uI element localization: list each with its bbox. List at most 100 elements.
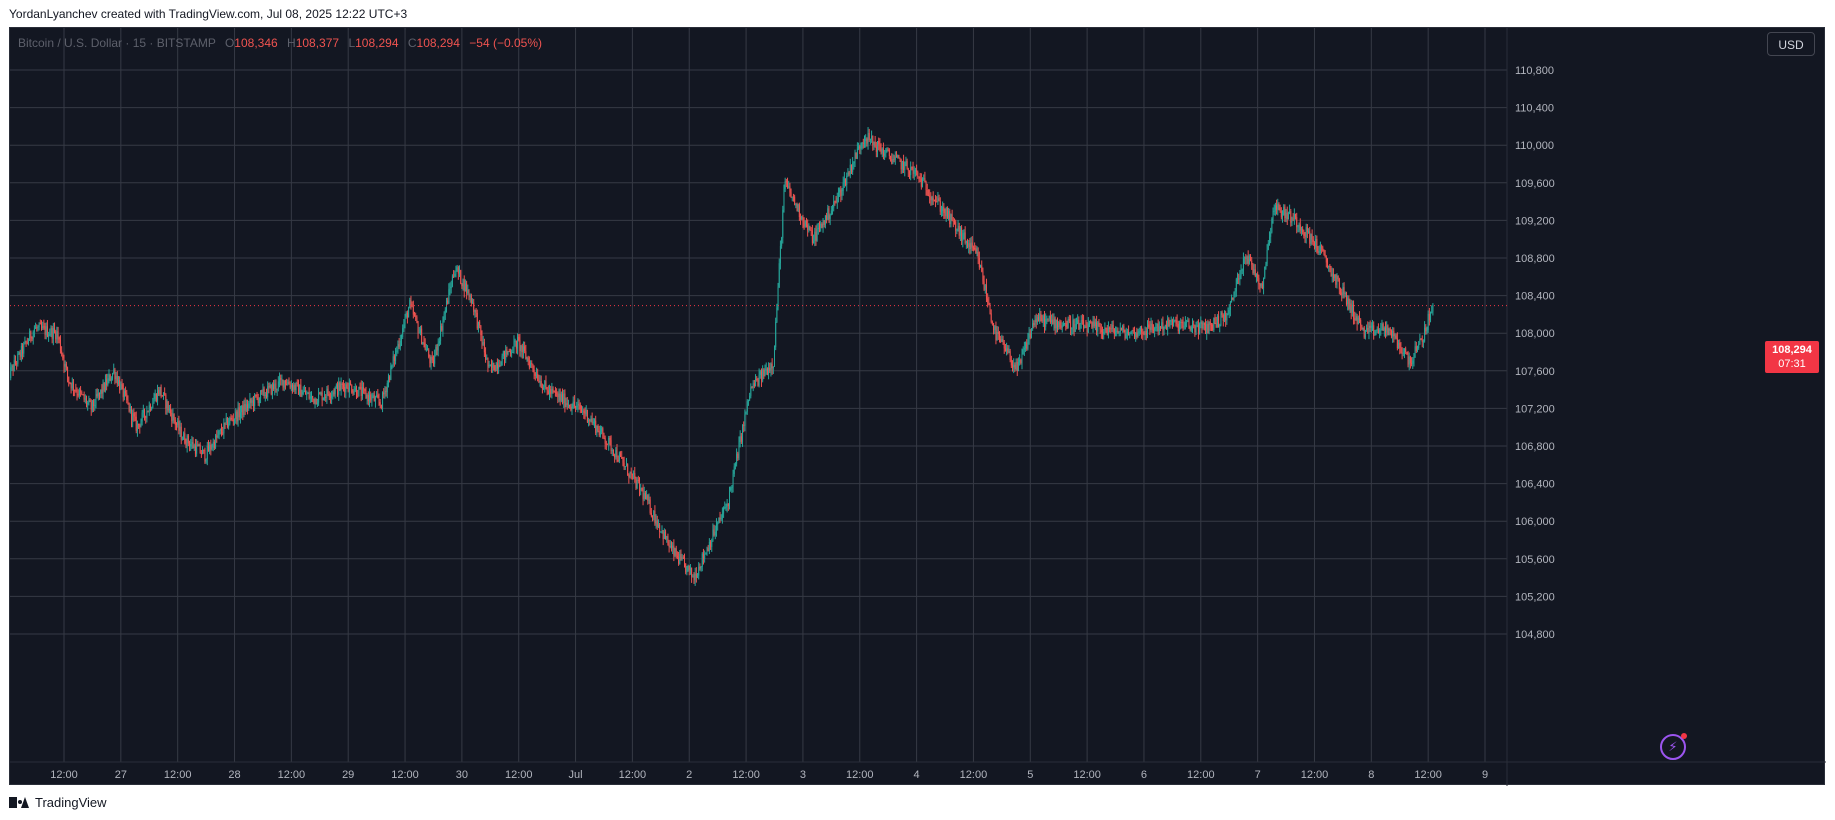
candle-body [286,384,288,386]
candle-body [785,181,787,183]
candlestick-chart[interactable]: 104,800 105,200 105,600 106,000 106,400 106,8… [10,28,1826,786]
candle-body [41,324,43,329]
candle-body [54,328,56,332]
price-axis-label: 108,800 [1515,253,1555,265]
candle-body [432,360,434,364]
candle-body [1392,330,1394,337]
candle-body [749,395,751,400]
candle-body [81,392,83,395]
candle-body [1055,319,1057,329]
candle-body [1350,303,1352,313]
candle-body [519,340,521,352]
candle-body [1161,322,1163,329]
candle-body [393,356,395,362]
candle-body [866,138,868,144]
candle-body [196,444,198,454]
candle-body [241,405,243,413]
chart-area[interactable]: 104,800 105,200 105,600 106,000 106,400 106,8… [9,27,1826,786]
candle-body [1136,332,1138,338]
candle-body [895,156,897,158]
candle-body [52,328,54,339]
candle-body [280,378,282,380]
candle-body [1398,342,1400,349]
candle-body [982,271,984,282]
candle-body [525,351,527,359]
candle-body [1369,325,1371,328]
candle-body [794,196,796,205]
candle-body [976,251,978,254]
candle-body [167,401,169,411]
candle-body [755,378,757,387]
candle-body [615,449,617,458]
price-axis-label: 106,800 [1515,441,1555,453]
candle-body [971,242,973,248]
candle-body [1168,318,1170,327]
chart-attribution: YordanLyanchev created with TradingView.… [9,7,408,21]
candle-body [1341,292,1343,295]
candle-body [609,437,611,441]
candle-body [622,458,624,463]
candle-body [294,385,296,391]
candle-body [1298,224,1300,227]
candle-body [1225,312,1227,321]
candle-body [1052,319,1054,325]
candle-body [1394,335,1396,337]
candle-body [1283,206,1285,216]
ai-assistant-icon[interactable]: ⚡ [1660,733,1687,760]
candle-body [64,363,66,367]
candle-body [144,409,146,416]
candle-body [1205,324,1207,334]
candle-body [948,211,950,218]
candle-body [543,387,545,389]
candle-body [250,398,252,403]
candle-body [1002,338,1004,343]
candle-body [1043,315,1045,327]
candle-body [1363,327,1365,338]
candle-body [460,270,462,284]
candle-body [912,167,914,174]
candle-body [205,459,207,462]
candle-body [238,407,240,418]
candle-body [1303,232,1305,236]
candle-body [65,363,67,368]
candle-body [190,443,192,447]
candle-body [903,161,905,171]
currency-button[interactable]: USD [1767,32,1815,56]
candle-body [967,240,969,247]
candle-body [666,536,668,540]
candle-body [1316,238,1318,252]
candle-body [418,332,420,334]
candle-body [71,382,73,389]
candle-body [628,475,630,478]
candle-body [522,346,524,353]
candle-body [119,380,121,390]
candle-body [138,423,140,425]
candle-body [307,392,309,394]
candle-body [1412,360,1414,364]
candle-body [14,360,16,364]
candle-body [1409,356,1411,364]
candle-body [1175,320,1177,322]
candle-body [127,400,129,403]
candle-body [1431,311,1433,313]
candle-body [245,404,247,411]
candle-body [1419,339,1421,345]
candle-body [1375,330,1377,332]
candle-body [100,389,102,394]
candle-body [652,516,654,518]
price-axis-label: 110,000 [1515,140,1554,152]
candle-body [1293,214,1295,220]
candle-body [1219,324,1221,327]
candle-body [263,388,265,397]
candle-body [554,391,556,393]
candle-body [59,339,61,351]
candle-body [1251,260,1253,265]
candle-body [1105,327,1107,329]
candle-body [416,316,418,323]
candle-body [1420,339,1422,341]
candle-body [698,566,700,576]
candle-body [672,545,674,548]
candle-body [1323,250,1325,255]
candle-body [904,162,906,171]
candle-body [860,148,862,150]
